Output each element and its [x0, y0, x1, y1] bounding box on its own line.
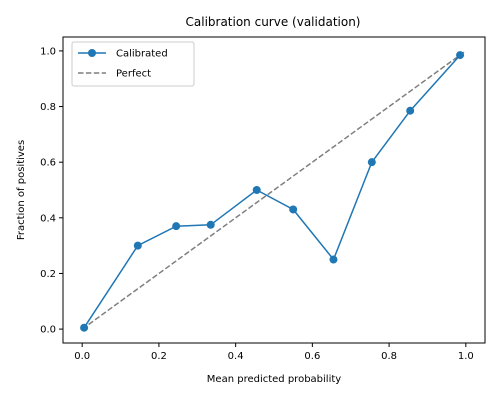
x-tick-label: 0.4	[228, 351, 244, 362]
calibrated-data-point	[172, 222, 181, 231]
calibrated-data-point	[252, 186, 261, 194]
legend-marker	[88, 49, 96, 57]
y-tick-label: 0.0	[40, 325, 56, 336]
calibrated-data-point	[456, 51, 465, 60]
legend-label: Calibrated	[116, 49, 168, 60]
calibrated-data-point	[133, 241, 142, 250]
series-layer	[80, 50, 467, 332]
x-axis-label: Mean predicted probability	[207, 374, 341, 385]
calibrated-data-point	[289, 205, 298, 214]
y-tick-label: 0.8	[40, 102, 56, 113]
plot-area	[62, 36, 486, 344]
x-tick-label: 0.6	[304, 351, 320, 362]
calibrated-data-point	[329, 255, 338, 264]
chart-title: Calibration curve (validation)	[186, 15, 361, 29]
y-axis-label: Fraction of positives	[16, 140, 27, 240]
legend-label: Perfect	[116, 69, 151, 80]
x-tick-label: 1.0	[458, 351, 474, 362]
y-tick-label: 0.2	[40, 269, 56, 280]
x-tick-label: 0.0	[74, 351, 90, 362]
legend: Calibrated Perfect	[71, 41, 195, 87]
calibrated-data-point	[406, 106, 415, 115]
calibrated-data-point	[206, 220, 215, 229]
x-axis: 0.0 0.2 0.4 0.6 0.8 1.0	[74, 343, 474, 362]
x-tick-label: 0.2	[151, 351, 167, 362]
y-tick-label: 1.0	[40, 46, 56, 57]
calibrated-data-point	[80, 323, 89, 332]
y-tick-label: 0.6	[40, 158, 56, 169]
calibrated-series-line	[83, 54, 461, 329]
y-axis: 0.0 0.2 0.4 0.6 0.8 1.0	[40, 46, 63, 336]
x-tick-label: 0.8	[381, 351, 397, 362]
calibrated-data-point	[367, 158, 376, 167]
y-tick-label: 0.4	[40, 213, 56, 224]
